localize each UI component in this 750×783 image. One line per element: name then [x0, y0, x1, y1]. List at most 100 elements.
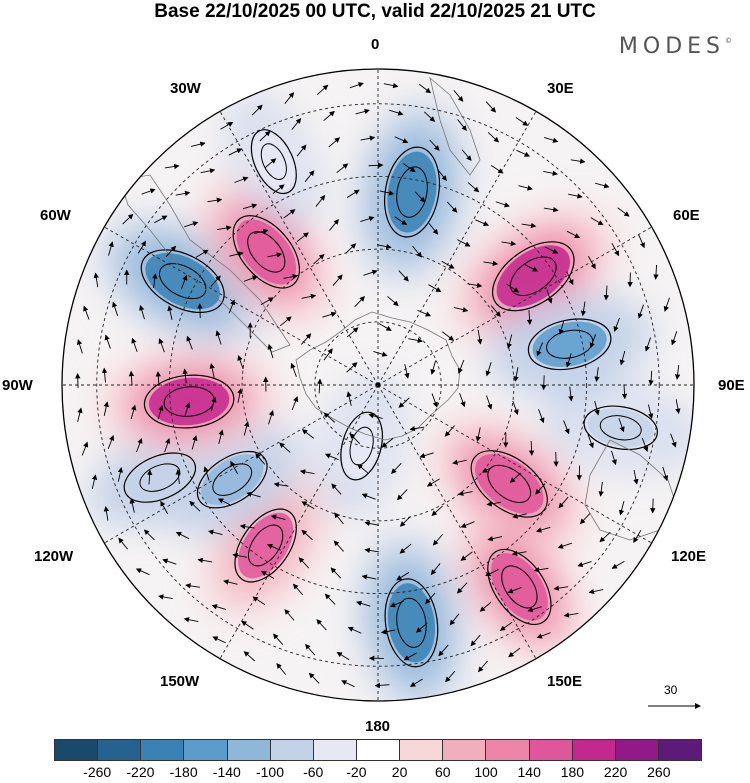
wind-vector-39 — [475, 427, 481, 442]
meridian-60 — [377, 226, 652, 386]
wind-vector-318 — [91, 474, 98, 489]
wind-vector-6 — [378, 323, 392, 331]
wind-vector-308 — [341, 680, 355, 688]
colorbar-swatch-11 — [529, 740, 573, 760]
wind-vector-326 — [122, 213, 134, 225]
wind-vector-245 — [633, 469, 639, 485]
wind-vector-94 — [364, 547, 380, 554]
wind-vector-19 — [442, 331, 455, 341]
wind-vector-208 — [347, 626, 362, 634]
wind-vector-115 — [546, 289, 553, 304]
meridian-330 — [219, 111, 379, 386]
wind-vector-277 — [259, 130, 271, 142]
wind-vector-145 — [379, 190, 395, 196]
wind-vector-72 — [237, 388, 243, 403]
wind-vector-251 — [499, 621, 513, 631]
wind-vector-213 — [197, 557, 213, 564]
wind-vector-103 — [215, 330, 222, 345]
wind-vector-97 — [270, 514, 286, 520]
wind-vector-128 — [330, 567, 342, 579]
wind-vector-190 — [543, 206, 559, 213]
wind-vector-16 — [346, 327, 359, 338]
wind-vector-154 — [594, 367, 600, 383]
wind-vector-328 — [164, 163, 180, 170]
wind-vector-22 — [444, 425, 455, 437]
wind-vector-150 — [544, 246, 559, 254]
wind-vector-263 — [143, 529, 155, 541]
anomaly-core-12 — [145, 253, 220, 310]
lon-label-90w: 90W — [2, 377, 33, 394]
wind-vector-261 — [185, 583, 200, 589]
colorbar-tick-label: -60 — [303, 764, 324, 780]
wind-vector-312 — [212, 636, 226, 644]
wind-vector-256 — [336, 651, 350, 661]
wind-vector-143 — [315, 194, 326, 207]
wind-vector-267 — [103, 401, 109, 417]
wind-vector-130 — [266, 543, 281, 551]
colorbar-swatch-3 — [184, 740, 228, 760]
wind-vector-37 — [485, 362, 492, 377]
wind-vector-209 — [316, 619, 327, 631]
colorbar-tick-label: 100 — [474, 764, 498, 780]
wind-vector-66 — [364, 520, 380, 527]
wind-vector-204 — [479, 601, 492, 612]
colorbar-tick-label: 260 — [647, 764, 671, 780]
wind-vector-32 — [354, 295, 365, 308]
wind-vector-55 — [441, 260, 455, 269]
wind-vector-20 — [457, 359, 465, 374]
colorbar-ticks: -260 -220 -180 -140 -100 -60 -20 20 60 100 140 180 2… — [54, 764, 702, 782]
wind-vector-234 — [516, 149, 531, 157]
meridian-30 — [377, 111, 537, 386]
wind-vector-53 — [363, 269, 378, 276]
wind-vector-233 — [461, 149, 472, 161]
lon-label-150e: 150E — [547, 673, 583, 690]
anomaly-inner-contour-9 — [212, 463, 253, 496]
wind-vector-171 — [189, 500, 201, 512]
wind-vector-71 — [243, 421, 250, 436]
colorbar-swatch-14 — [658, 740, 702, 760]
colorbar-tick-label: 20 — [391, 764, 408, 780]
wind-vector-335 — [383, 82, 399, 89]
wind-vector-242 — [648, 370, 654, 386]
wind-vector-237 — [590, 217, 604, 226]
wind-vector-175 — [155, 371, 161, 387]
wind-vector-176 — [158, 338, 165, 353]
wind-vector-331 — [251, 104, 263, 116]
wind-vector-165 — [356, 600, 371, 607]
wind-vector-188 — [490, 164, 504, 174]
wind-vector-160 — [511, 550, 527, 556]
colorbar-tick-label: -20 — [346, 764, 367, 780]
wind-vector-141 — [253, 228, 269, 235]
wind-vector-278 — [291, 118, 302, 130]
wind-vector-189 — [518, 185, 533, 191]
wind-vector-140 — [229, 251, 244, 257]
anomaly-core-5 — [490, 553, 548, 621]
wind-vector-258 — [272, 633, 284, 646]
wind-vector-285 — [544, 137, 559, 143]
wind-vector-80 — [428, 222, 439, 235]
wind-vector-289 — [638, 234, 645, 249]
wind-vector-295 — [670, 433, 677, 448]
wind-vector-131 — [239, 523, 255, 530]
wind-vector-105 — [243, 275, 258, 282]
wind-vector-123 — [487, 535, 503, 542]
wind-vector-184 — [336, 163, 349, 174]
wind-vector-254 — [403, 652, 417, 661]
wind-vector-180 — [217, 225, 232, 231]
wind-vector-248 — [577, 561, 592, 568]
wind-vector-218 — [130, 404, 137, 420]
wind-vector-110 — [394, 216, 408, 225]
wind-vector-173 — [164, 438, 171, 453]
anomaly-contour-4 — [470, 450, 548, 518]
wind-vector-324 — [93, 272, 99, 288]
wind-vector-86 — [541, 375, 547, 391]
wind-vector-15 — [323, 348, 333, 361]
colorbar-swatch-10 — [486, 740, 530, 760]
wind-vector-5 — [346, 362, 358, 373]
wind-vector-268 — [101, 367, 108, 383]
wind-vector-155 — [594, 400, 600, 416]
colorbar-swatch-4 — [227, 740, 271, 760]
wind-vector-177 — [167, 305, 173, 320]
antarctica-coastline — [295, 311, 461, 441]
wind-vector-100 — [218, 429, 224, 445]
